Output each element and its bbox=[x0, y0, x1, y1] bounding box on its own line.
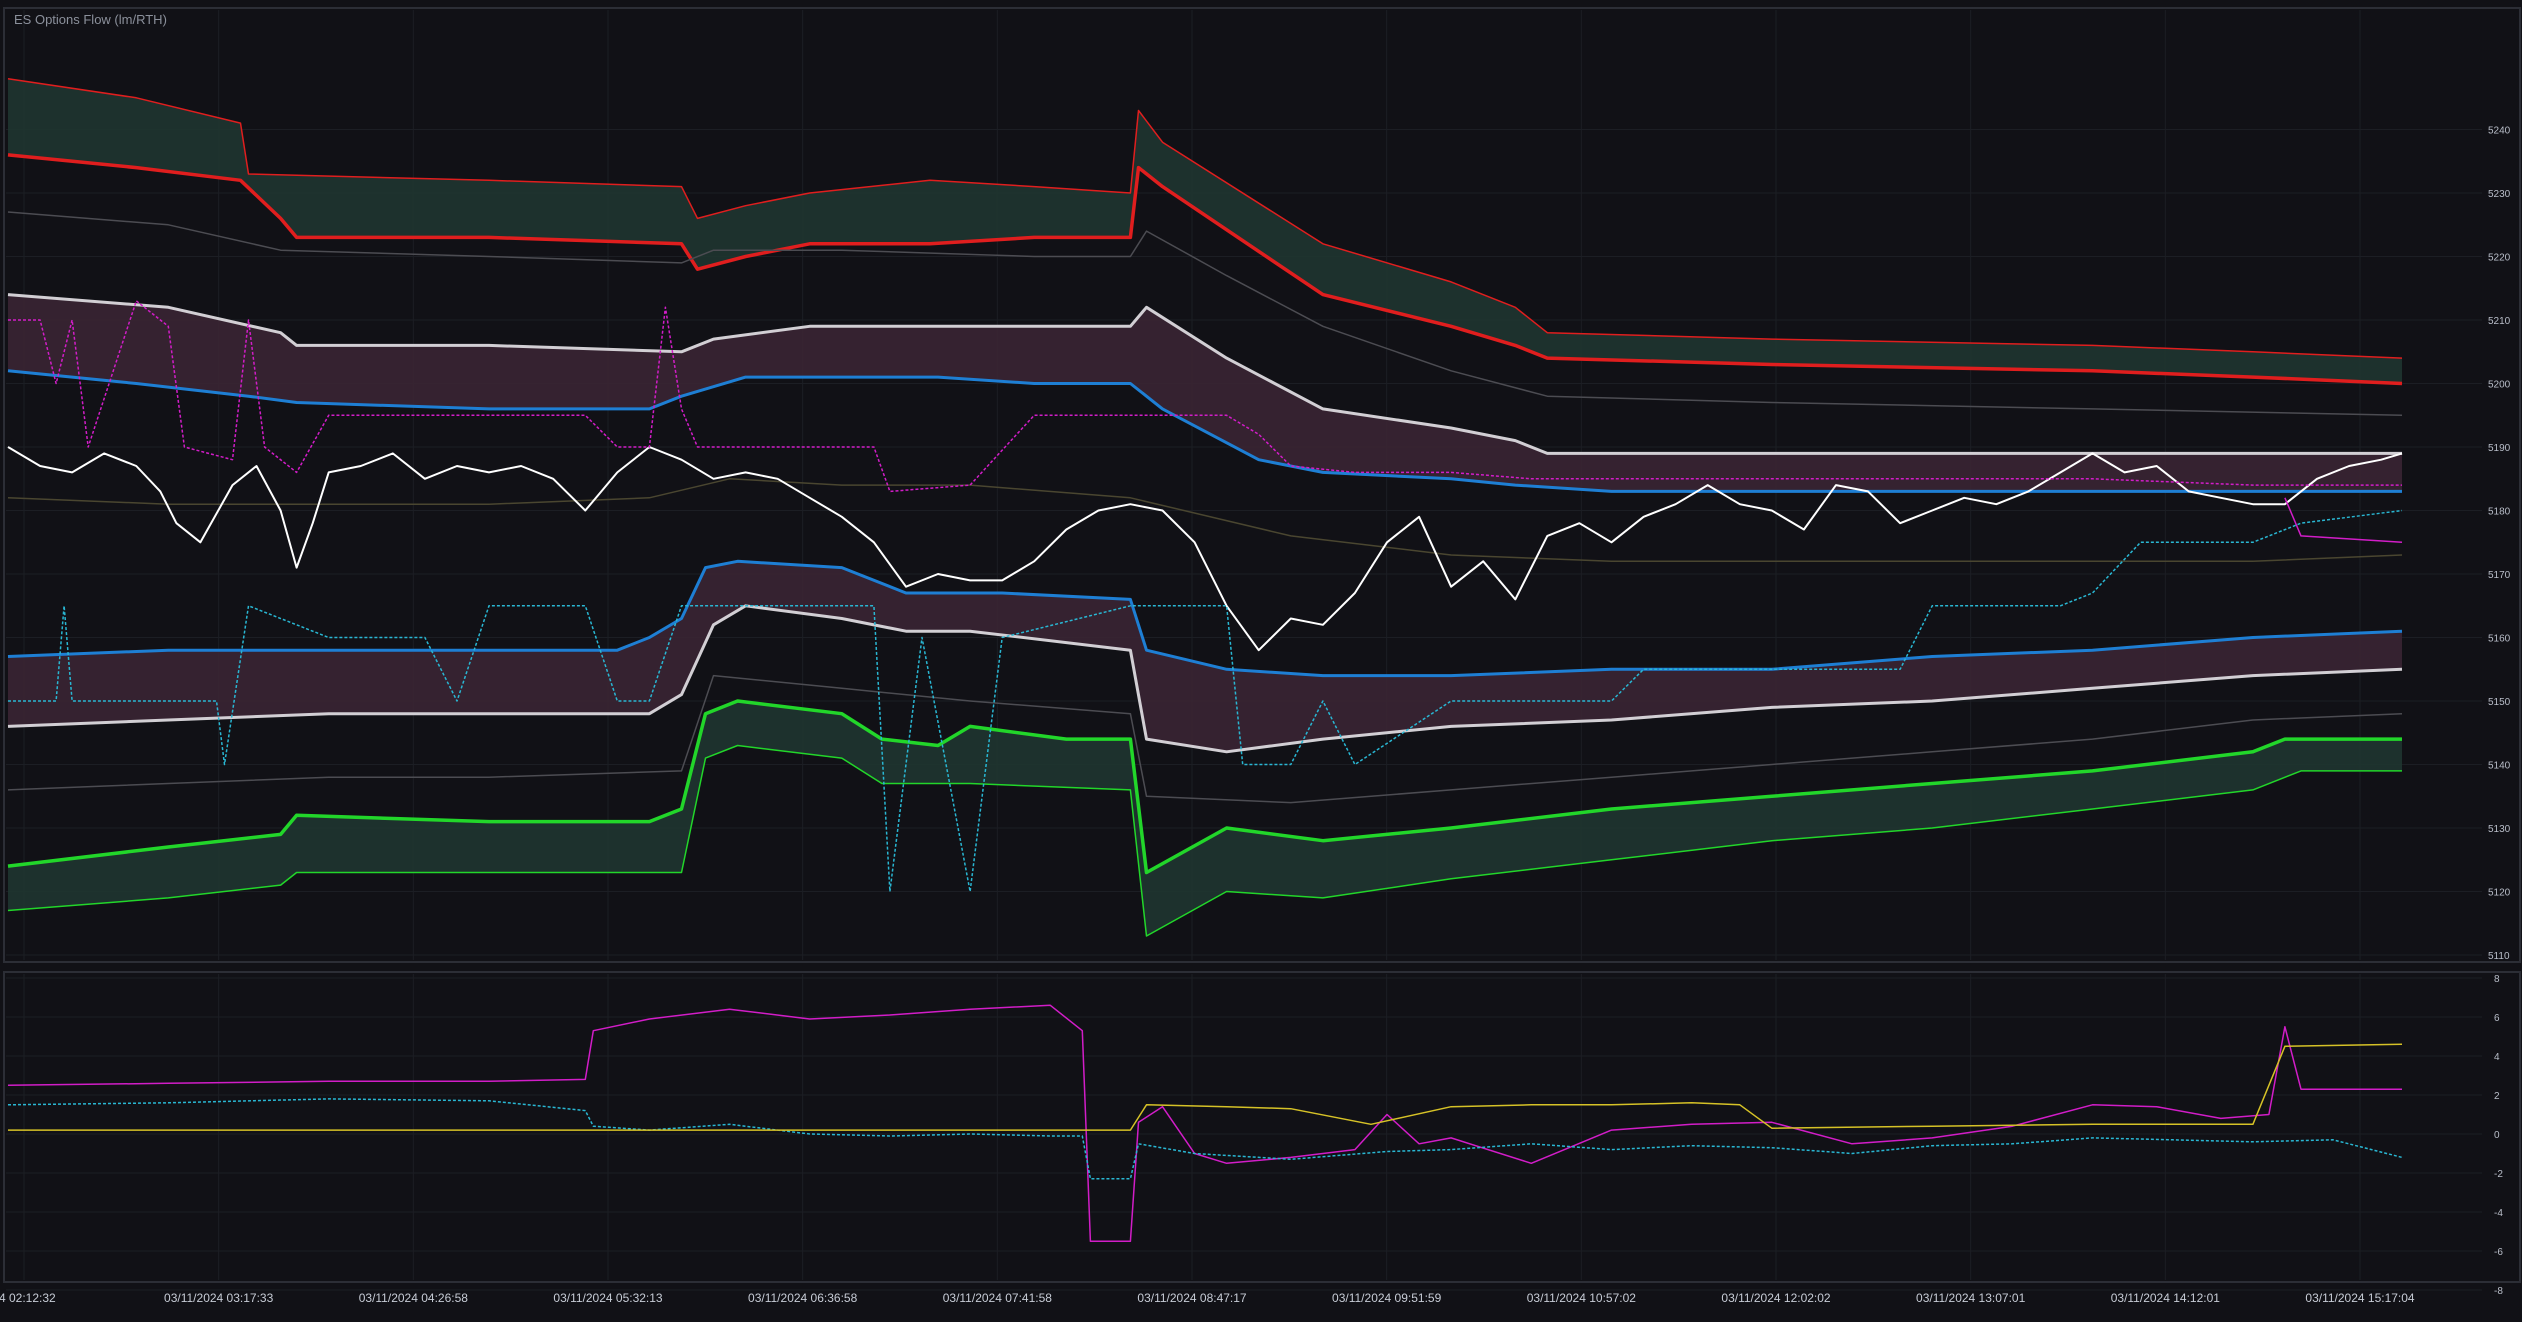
y-tick-label-bottom: -4 bbox=[2494, 1208, 2503, 1219]
x-tick-label: 03/11/2024 09:51:59 bbox=[1332, 1291, 1442, 1305]
oscillator-panel-frame bbox=[3, 971, 2521, 1283]
y-tick-label-top: 5120 bbox=[2488, 888, 2511, 899]
y-tick-label-bottom: 8 bbox=[2494, 974, 2500, 985]
series-red-upper-line[interactable] bbox=[7, 77, 2403, 359]
x-tick-label: 03/11/2024 10:57:02 bbox=[1527, 1291, 1637, 1305]
series-price-line[interactable] bbox=[7, 446, 2403, 652]
y-tick-label-top: 5200 bbox=[2488, 380, 2511, 391]
series-blue-upper-line[interactable] bbox=[7, 369, 2402, 493]
y-tick-label-top: 5230 bbox=[2488, 189, 2511, 200]
y-tick-label-bottom: 4 bbox=[2494, 1052, 2500, 1063]
series-blue-lower-line[interactable] bbox=[7, 559, 2403, 678]
series-white-lower-line[interactable] bbox=[7, 604, 2403, 754]
y-tick-label-bottom: 0 bbox=[2494, 1130, 2500, 1141]
y-tick-label-top: 5150 bbox=[2488, 697, 2511, 708]
series-white-upper-line[interactable] bbox=[7, 293, 2402, 455]
y-tick-label-bottom: -2 bbox=[2494, 1169, 2503, 1180]
y-tick-label-top: 5160 bbox=[2488, 634, 2511, 645]
y-tick-label-top: 5110 bbox=[2488, 951, 2510, 962]
oscillator-panel[interactable]: 8 6 4 2 0 -2 -4 -6 -8 bbox=[3, 971, 2521, 1297]
green-band-fill bbox=[8, 701, 2402, 936]
x-tick-label: 03/11/2024 12:02:02 bbox=[1721, 1291, 1831, 1305]
x-tick-label: 03/11/2024 08:47:17 bbox=[1137, 1291, 1247, 1305]
x-tick-label: 03/11/2024 13:07:01 bbox=[1916, 1291, 2026, 1305]
y-tick-label-top: 5170 bbox=[2488, 570, 2511, 581]
time-axis: 24 02:12:32 03/11/2024 03:17:33 03/11/2024… bbox=[0, 1291, 2415, 1305]
series-grey-lower-line[interactable] bbox=[7, 674, 2403, 804]
y-tick-label-top: 5240 bbox=[2488, 126, 2511, 137]
x-tick-label: 03/11/2024 14:12:01 bbox=[2111, 1291, 2221, 1305]
y-tick-label-top: 5220 bbox=[2488, 253, 2511, 264]
series-green-upper-line[interactable] bbox=[7, 699, 2402, 875]
y-tick-label-top: 5130 bbox=[2488, 824, 2511, 835]
series-red-lower-line[interactable] bbox=[7, 153, 2403, 386]
x-tick-label: 03/11/2024 03:17:33 bbox=[164, 1291, 274, 1305]
y-tick-label-bottom: -6 bbox=[2494, 1247, 2503, 1258]
upper-mauve-band-fill bbox=[8, 294, 2402, 492]
price-panel-frame bbox=[3, 7, 2521, 963]
series-cyan-steps-line[interactable] bbox=[8, 509, 2403, 893]
y-tick-label-top: 5180 bbox=[2488, 507, 2511, 518]
x-tick-label: 24 02:12:32 bbox=[0, 1291, 56, 1305]
y-tick-label-top: 5210 bbox=[2488, 316, 2511, 327]
y-tick-label-bottom: 6 bbox=[2494, 1013, 2500, 1024]
series-magenta-tail-line[interactable] bbox=[2284, 497, 2403, 544]
series-olive-mid-line[interactable] bbox=[7, 478, 2403, 563]
x-tick-label: 03/11/2024 15:17:04 bbox=[2305, 1291, 2415, 1305]
series-green-lower-line[interactable] bbox=[7, 744, 2402, 937]
y-tick-label-top: 5140 bbox=[2488, 761, 2511, 772]
chart-title: ES Options Flow (lm/RTH) bbox=[14, 12, 167, 27]
x-tick-label: 03/11/2024 06:36:58 bbox=[748, 1291, 858, 1305]
red-band-fill bbox=[8, 78, 2402, 384]
y-tick-label-top: 5190 bbox=[2488, 443, 2511, 454]
series-magenta-osc-line[interactable] bbox=[7, 1004, 2402, 1243]
series-grey-upper-line[interactable] bbox=[7, 211, 2403, 417]
lower-mauve-band-fill bbox=[8, 561, 2402, 752]
y-tick-label-bottom: 2 bbox=[2494, 1091, 2500, 1102]
series-magenta-steps-line[interactable] bbox=[8, 300, 2402, 493]
price-panel[interactable]: 5240 5230 5220 5210 5200 5190 5180 5170 5160 5150… bbox=[3, 7, 2521, 963]
series-cyan-osc-line[interactable] bbox=[7, 1098, 2403, 1180]
x-tick-label: 03/11/2024 07:41:58 bbox=[943, 1291, 1053, 1305]
x-tick-label: 03/11/2024 05:32:13 bbox=[553, 1291, 663, 1305]
series-yellow-osc-line[interactable] bbox=[8, 1043, 2403, 1131]
x-tick-label: 03/11/2024 04:26:58 bbox=[359, 1291, 469, 1305]
y-tick-label-bottom: -8 bbox=[2494, 1286, 2503, 1297]
